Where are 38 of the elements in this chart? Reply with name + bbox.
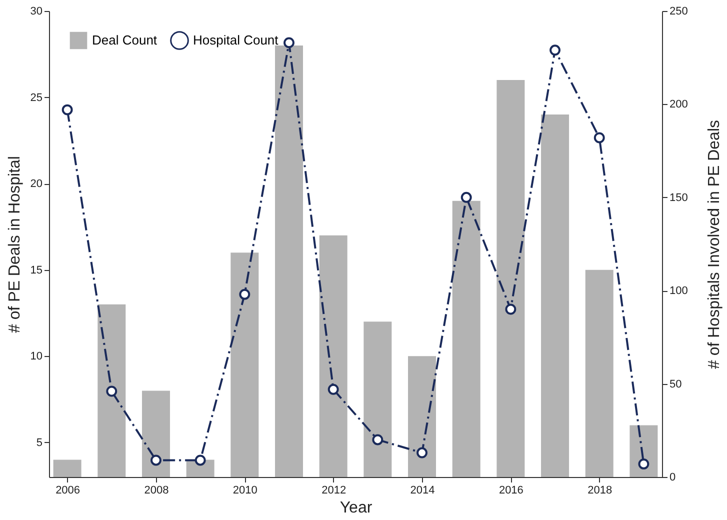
y-tick-label: 20 bbox=[30, 178, 42, 190]
y2-tick-label: 100 bbox=[670, 285, 688, 298]
y-tick-label: 5 bbox=[36, 436, 42, 449]
x-tick-label: 2014 bbox=[410, 484, 435, 496]
point bbox=[505, 304, 516, 315]
point bbox=[239, 288, 250, 300]
x-tick-label: 2012 bbox=[322, 484, 346, 496]
legend-label: Hospital Count bbox=[193, 32, 279, 48]
y2-axis-title: # of Hospitals Involved in PE Deals bbox=[706, 120, 723, 370]
x-tick-label: 2008 bbox=[144, 484, 169, 496]
point bbox=[638, 458, 650, 470]
x-tick-label: 2016 bbox=[498, 484, 524, 496]
y-tick-label: 10 bbox=[30, 350, 42, 363]
y-tick-label: 15 bbox=[30, 264, 42, 276]
point bbox=[194, 454, 206, 466]
point bbox=[150, 454, 162, 466]
point bbox=[106, 386, 118, 397]
y-tick-label: 25 bbox=[30, 92, 42, 104]
y2-tick-label: 150 bbox=[670, 192, 688, 204]
point bbox=[594, 132, 605, 144]
y2-tick-label: 0 bbox=[670, 472, 676, 484]
y-tick-label: 30 bbox=[30, 6, 42, 18]
x-tick-label: 2006 bbox=[56, 484, 80, 496]
point bbox=[62, 104, 73, 116]
point bbox=[460, 192, 472, 203]
point bbox=[372, 434, 384, 446]
y2-tick-label: 200 bbox=[670, 98, 688, 111]
point bbox=[284, 37, 294, 48]
point bbox=[550, 44, 560, 56]
x-axis-title: Year bbox=[340, 500, 373, 516]
x-tick-label: 2018 bbox=[588, 484, 612, 496]
y2-tick-label: 250 bbox=[670, 6, 688, 18]
y-axis-title: # of PE Deals in Hospital bbox=[6, 156, 24, 333]
legend-label: Deal Count bbox=[92, 32, 158, 48]
x-tick-label: 2010 bbox=[232, 484, 258, 496]
point bbox=[416, 447, 428, 458]
point bbox=[328, 384, 339, 395]
y2-tick-label: 50 bbox=[670, 378, 682, 390]
